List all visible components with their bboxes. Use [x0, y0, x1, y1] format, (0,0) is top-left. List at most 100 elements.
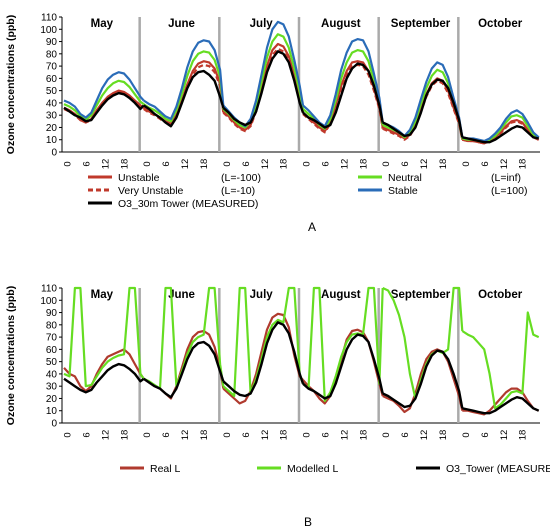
y-tick-label: 100: [40, 25, 57, 36]
x-tick-label: 0: [461, 161, 472, 166]
x-tick-label: 0: [63, 432, 74, 437]
series-line-0: [462, 387, 540, 416]
x-tick-label: 6: [480, 432, 491, 437]
x-tick-label: 6: [400, 161, 411, 166]
series-line-2: [382, 349, 464, 409]
legend-label: Modelled L: [287, 463, 339, 475]
y-tick-label: 20: [46, 394, 58, 405]
series-line-4: [222, 50, 305, 127]
month-label: June: [168, 18, 195, 30]
month-label: October: [478, 18, 523, 30]
legend-param: (L=-10): [221, 185, 255, 197]
x-tick-label: 0: [302, 161, 313, 166]
y-tick-label: 60: [46, 345, 58, 356]
y-tick-label: 90: [46, 37, 58, 48]
y-tick-label: 40: [46, 369, 58, 380]
x-tick-label: 18: [518, 430, 529, 441]
y-tick-label: 60: [46, 74, 58, 85]
legend-label: Unstable: [118, 172, 160, 184]
x-tick-label: 6: [161, 161, 172, 166]
x-tick-label: 12: [339, 159, 350, 170]
y-tick-label: 10: [46, 406, 58, 417]
legend-param: (L=-100): [221, 172, 261, 184]
series-line-0: [382, 348, 464, 414]
series-line-1: [461, 311, 540, 410]
series-line-1: [462, 120, 540, 145]
x-tick-label: 12: [499, 430, 510, 441]
x-tick-label: 18: [119, 159, 130, 170]
x-tick-label: 12: [260, 430, 271, 441]
series-line-2: [302, 333, 384, 400]
series-line-3: [143, 39, 225, 120]
series-line-1: [302, 63, 384, 134]
series-line-1: [302, 286, 384, 402]
x-tick-label: 18: [518, 159, 529, 170]
series-line-2: [462, 396, 540, 415]
x-tick-label: 0: [381, 161, 392, 166]
x-tick-label: 12: [499, 159, 510, 170]
x-tick-label: 0: [222, 161, 233, 166]
series-line-3: [302, 38, 384, 128]
y-tick-label: 80: [46, 320, 58, 331]
y-tick-label: 30: [46, 111, 58, 122]
y-tick-label: 80: [46, 49, 58, 60]
series-line-4: [302, 62, 384, 129]
month-label: May: [91, 18, 114, 30]
x-tick-label: 0: [222, 432, 233, 437]
x-tick-label: 18: [119, 430, 130, 441]
series-line-0: [63, 348, 145, 393]
y-tick-label: 90: [46, 308, 58, 319]
y-tick-label: 40: [46, 98, 58, 109]
series-line-2: [63, 79, 145, 122]
legend-label: Neutral: [388, 172, 422, 184]
month-label: May: [91, 289, 114, 301]
month-label: October: [478, 289, 523, 301]
y-tick-label: 0: [51, 148, 57, 159]
month-label: September: [391, 18, 451, 30]
legend-label: Very Unstable: [118, 185, 184, 197]
x-tick-label: 12: [100, 159, 111, 170]
x-tick-label: 12: [419, 159, 430, 170]
legend-label: Stable: [388, 185, 418, 197]
y-tick-label: 10: [46, 135, 58, 146]
y-axis-label: Ozone concentrations (ppb): [5, 286, 17, 425]
x-tick-label: 12: [180, 159, 191, 170]
month-label: June: [168, 289, 195, 301]
x-tick-label: 18: [199, 430, 210, 441]
series-line-2: [143, 340, 225, 399]
x-tick-label: 6: [480, 161, 491, 166]
x-tick-label: 18: [279, 159, 290, 170]
x-tick-label: 6: [320, 432, 331, 437]
series-line-3: [462, 109, 540, 143]
x-tick-label: 0: [63, 161, 74, 166]
y-tick-label: 20: [46, 123, 58, 134]
month-label: August: [321, 18, 361, 30]
y-tick-label: 70: [46, 62, 58, 73]
x-tick-label: 6: [241, 161, 252, 166]
x-tick-label: 12: [180, 430, 191, 441]
series-line-1: [222, 286, 305, 398]
legend-label: Real L: [150, 463, 181, 475]
x-tick-label: 18: [358, 159, 369, 170]
y-axis-label: Ozone concentrations (ppb): [5, 15, 17, 154]
x-tick-label: 6: [400, 432, 411, 437]
series-line-2: [63, 362, 145, 394]
y-tick-label: 70: [46, 333, 58, 344]
series-line-4: [143, 69, 225, 128]
x-tick-label: 0: [142, 432, 153, 437]
x-tick-label: 0: [461, 432, 472, 437]
legend-label: O3_Tower (MEASURED): [446, 463, 550, 475]
y-tick-label: 110: [41, 284, 57, 295]
x-tick-label: 12: [260, 159, 271, 170]
x-tick-label: 0: [142, 161, 153, 166]
series-line-4: [63, 91, 145, 123]
panel-label: A: [308, 220, 316, 234]
y-tick-label: 30: [46, 382, 58, 393]
month-label: July: [250, 18, 274, 30]
x-tick-label: 6: [320, 161, 331, 166]
y-tick-label: 110: [41, 13, 57, 24]
x-tick-label: 12: [100, 430, 111, 441]
